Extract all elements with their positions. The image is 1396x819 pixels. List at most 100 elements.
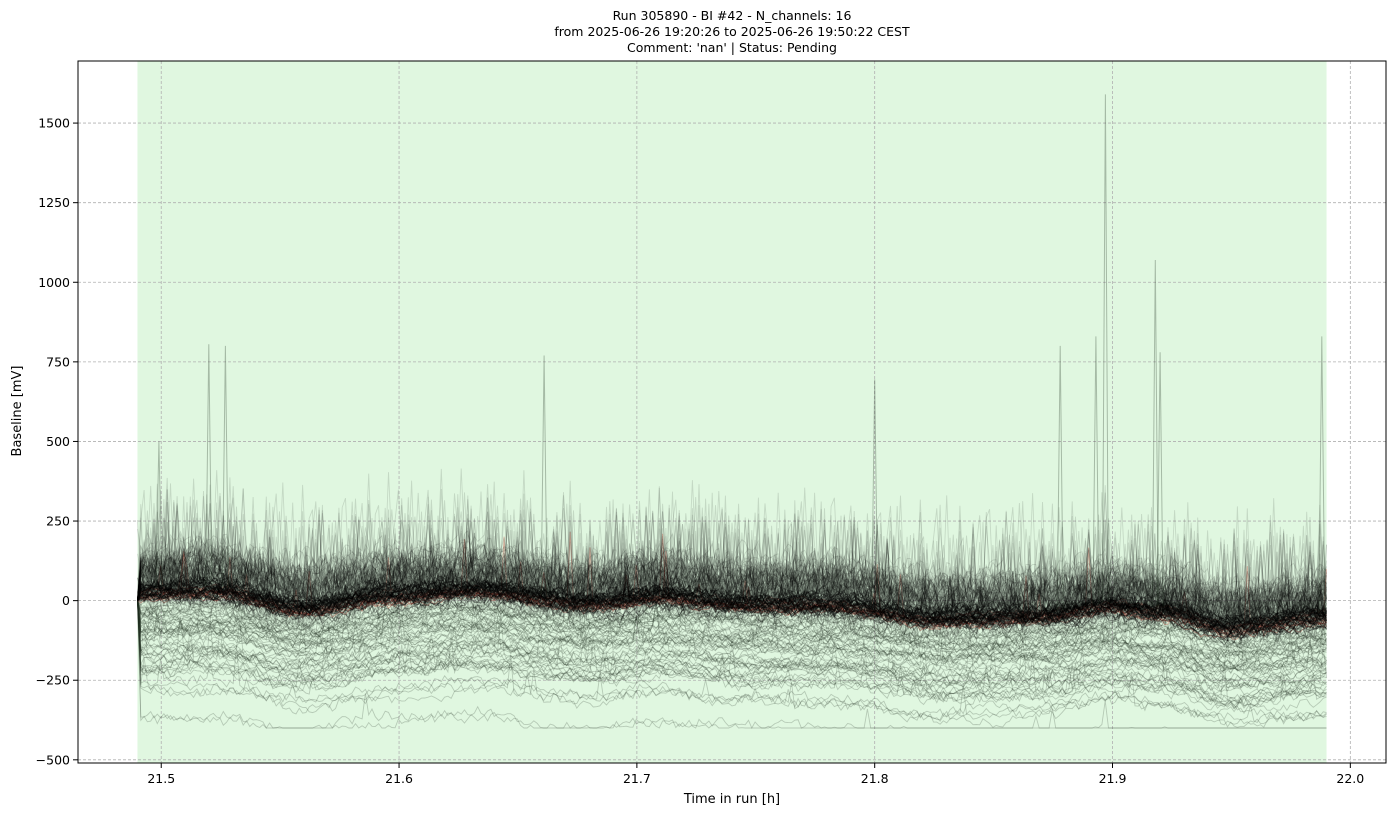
faint-trace [137, 600, 1327, 672]
main-trace [137, 486, 1327, 628]
main-trace [137, 484, 1327, 643]
x-axis-label: Time in run [h] [683, 792, 780, 807]
main-trace [137, 519, 1327, 631]
core-trace [137, 566, 1327, 630]
core-trace [137, 566, 1327, 623]
main-trace [137, 490, 1327, 627]
main-trace [137, 511, 1327, 628]
y-tick-label: −500 [36, 752, 70, 767]
faint-trace [137, 600, 1327, 683]
main-trace [137, 483, 1327, 625]
main-trace [137, 478, 1327, 635]
main-trace [137, 528, 1327, 638]
main-trace [137, 518, 1327, 623]
main-trace [137, 503, 1327, 630]
faint-trace [137, 600, 1327, 710]
core-trace [137, 557, 1327, 640]
main-trace [137, 513, 1327, 641]
red-traces [137, 531, 1327, 641]
core-trace [137, 548, 1327, 626]
faint-trace [137, 600, 1327, 667]
main-trace [137, 542, 1327, 659]
core-trace [137, 565, 1327, 642]
main-trace [137, 493, 1327, 620]
y-tick-label: 500 [46, 434, 70, 449]
core-trace [137, 576, 1327, 629]
main-trace [137, 502, 1327, 606]
faint-trace [137, 600, 1327, 705]
main-trace [137, 499, 1327, 627]
main-trace [137, 493, 1327, 616]
red-trace [137, 550, 1327, 631]
core-trace [137, 574, 1327, 638]
faint-trace [137, 600, 1327, 728]
y-tick-label: 1000 [38, 275, 70, 290]
faint-trace [137, 600, 1327, 708]
faint-trace [137, 600, 1327, 677]
faint-trace [137, 600, 1327, 729]
faint-trace [137, 600, 1327, 704]
x-axis-ticks: 21.5 21.6 21.7 21.8 21.9 22.0 [147, 763, 1364, 786]
main-trace [137, 523, 1327, 634]
faint-trace [137, 600, 1327, 728]
plot-frame [77, 60, 1387, 764]
faint-trace [137, 600, 1327, 657]
faint-trace [137, 591, 1327, 688]
main-trace [137, 502, 1327, 638]
spike-trace [1156, 352, 1164, 608]
core-trace [137, 562, 1327, 631]
main-trace [137, 505, 1327, 619]
main-trace [137, 481, 1327, 627]
faint-trace [137, 588, 1327, 660]
main-trace [137, 502, 1327, 649]
main-trace [137, 510, 1327, 624]
faint-trace [137, 599, 1327, 667]
core-trace [137, 559, 1327, 634]
chart-title-line-1: Run 305890 - BI #42 - N_channels: 16 [613, 8, 852, 23]
faint-trace [137, 600, 1327, 689]
main-trace [137, 503, 1327, 633]
faint-trace [137, 600, 1327, 708]
core-trace [137, 574, 1327, 631]
main-trace [137, 499, 1327, 638]
main-trace [137, 485, 1327, 612]
main-trace [137, 518, 1327, 652]
main-trace [137, 477, 1327, 607]
main-trace [137, 488, 1327, 631]
core-trace [137, 560, 1327, 627]
main-trace [137, 496, 1327, 621]
main-trace [137, 504, 1327, 635]
faint-trace [137, 600, 1327, 661]
faint-trace [137, 583, 1327, 648]
main-trace [137, 529, 1327, 640]
faint-trace [137, 600, 1327, 667]
x-tick-label: 21.9 [1099, 771, 1127, 786]
core-trace [137, 588, 1327, 638]
faint-trace [137, 600, 1327, 657]
faint-trace [137, 590, 1327, 648]
faint-trace [137, 598, 1327, 659]
core-trace [137, 548, 1327, 628]
faint-trace [137, 594, 1327, 673]
main-trace [137, 527, 1327, 631]
faint-trace [137, 586, 1327, 655]
main-trace [137, 498, 1327, 638]
main-trace [137, 492, 1327, 628]
faint-trace [137, 600, 1327, 704]
main-trace [137, 495, 1327, 655]
core-trace [137, 571, 1327, 630]
main-trace [137, 491, 1327, 621]
main-trace [137, 502, 1327, 624]
main-trace [137, 502, 1327, 622]
main-trace [137, 492, 1327, 621]
faint-trace [137, 600, 1327, 672]
main-trace [137, 517, 1327, 641]
red-trace [137, 561, 1327, 636]
y-axis-label: Baseline [mV] [10, 366, 25, 457]
main-trace [137, 520, 1327, 651]
main-trace [137, 518, 1327, 627]
faint-trace [137, 600, 1327, 675]
main-trace [137, 528, 1327, 648]
main-trace [137, 506, 1327, 630]
core-trace [137, 582, 1327, 639]
